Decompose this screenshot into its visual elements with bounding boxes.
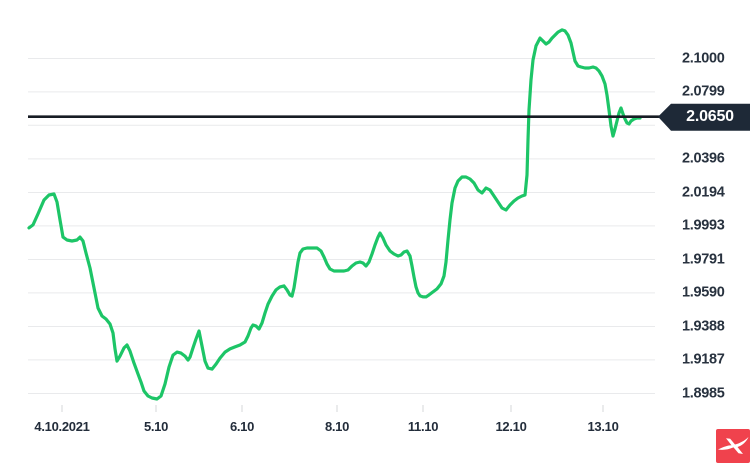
x-axis-label: 12.10 <box>495 419 527 434</box>
x-axis-label: 6.10 <box>229 419 255 434</box>
x-axis-label: 5.10 <box>143 419 169 434</box>
y-axis-label: 1.9791 <box>682 251 725 268</box>
x-axis-label: 11.10 <box>407 419 439 434</box>
y-axis-label: 1.8985 <box>682 385 725 402</box>
y-axis-label: 1.9187 <box>682 351 725 368</box>
y-axis-label: 1.9590 <box>682 284 725 301</box>
xtb-bird-icon <box>718 437 749 454</box>
y-axis-label: 2.0194 <box>682 184 725 201</box>
y-axis-label: 2.0396 <box>682 150 725 167</box>
xtb-logo <box>716 429 750 463</box>
y-axis-label: 1.9388 <box>682 318 725 335</box>
x-axis-label: 4.10.2021 <box>34 419 90 434</box>
y-axis-label: 2.1000 <box>682 50 725 67</box>
x-axis-label: 13.10 <box>587 419 619 434</box>
y-axis-label: 2.0799 <box>682 83 725 100</box>
y-axis-label: 1.9993 <box>682 217 725 234</box>
current-price-badge: 2.0650 <box>658 103 750 131</box>
price-line <box>27 28 642 401</box>
current-price-value: 2.0650 <box>686 107 734 125</box>
x-axis-label: 8.10 <box>324 419 350 434</box>
